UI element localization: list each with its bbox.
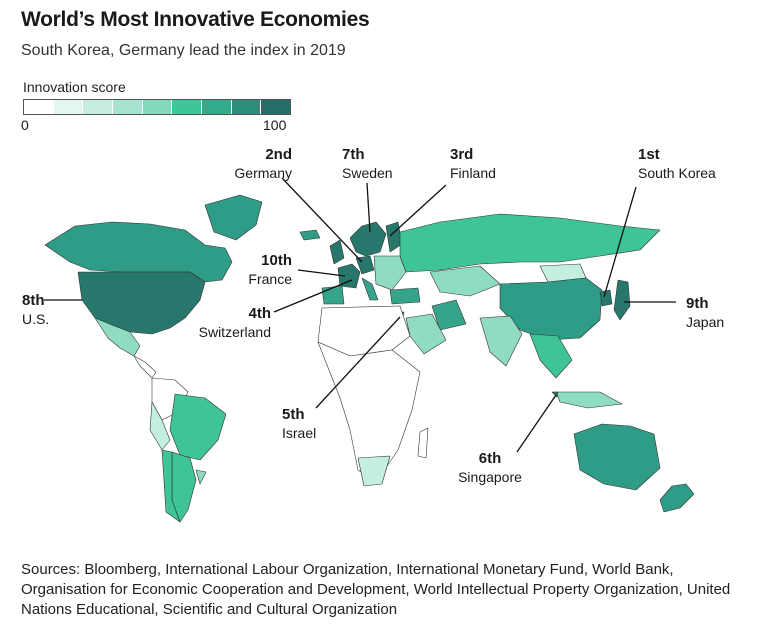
region-iceland xyxy=(299,229,321,241)
legend-swatch xyxy=(231,100,262,114)
region-russia xyxy=(399,213,661,273)
legend-title: Innovation score xyxy=(23,79,126,95)
region-japan xyxy=(613,279,631,321)
region-singapore xyxy=(551,391,559,398)
label-us: 8th U.S. xyxy=(22,292,49,328)
leader-germany xyxy=(281,177,363,263)
rank: 4th xyxy=(248,305,272,322)
legend-max-label: 100 xyxy=(263,117,287,133)
leader-singapore xyxy=(516,394,557,453)
rank: 1st xyxy=(638,146,660,163)
rank: 2nd xyxy=(265,146,292,163)
label-finland: 3rd Finland xyxy=(450,146,496,182)
region-southeast-asia xyxy=(529,333,573,379)
world-map xyxy=(44,177,695,523)
rank: 3rd xyxy=(450,146,474,163)
region-us xyxy=(77,271,206,335)
region-iran xyxy=(431,299,467,331)
region-saudi xyxy=(405,313,447,355)
legend-swatch xyxy=(53,100,84,114)
legend-swatch xyxy=(24,100,54,114)
legend-swatch xyxy=(202,100,232,114)
country: Switzerland xyxy=(198,324,271,340)
rank: 9th xyxy=(686,295,709,312)
label-israel: 5th Israel xyxy=(282,406,316,442)
legend-swatch xyxy=(113,100,143,114)
label-france: 10th France xyxy=(248,252,292,288)
leader-lines xyxy=(44,177,676,453)
region-iberia xyxy=(321,285,345,305)
leader-switzerland xyxy=(273,279,353,313)
rank: 7th xyxy=(342,146,365,163)
label-switzerland: 4th Switzerland xyxy=(199,305,271,341)
region-scandinavia xyxy=(349,221,387,257)
label-south-korea: 1st South Korea xyxy=(638,146,716,182)
region-canada xyxy=(44,221,233,283)
region-greenland xyxy=(204,194,263,241)
country: South Korea xyxy=(638,165,716,181)
country: Israel xyxy=(282,425,317,441)
country: Germany xyxy=(234,165,292,181)
region-india xyxy=(479,315,523,367)
label-japan: 9th Japan xyxy=(686,295,724,331)
region-france xyxy=(337,263,361,289)
region-central-america xyxy=(133,355,157,379)
chart-subtitle: South Korea, Germany lead the index in 2… xyxy=(21,42,346,59)
rank: 10th xyxy=(261,252,292,269)
legend-color-scale xyxy=(23,99,291,115)
label-singapore: 6th Singapore xyxy=(452,450,528,486)
legend-swatch xyxy=(172,100,203,114)
country: France xyxy=(248,271,292,287)
region-indonesia xyxy=(555,391,623,409)
region-east-europe xyxy=(373,255,407,291)
region-uruguay xyxy=(195,469,207,485)
chart-title: World’s Most Innovative Economies xyxy=(21,8,370,31)
region-italy xyxy=(361,277,379,301)
rank: 6th xyxy=(478,450,502,467)
region-south-africa xyxy=(357,455,391,487)
leader-sweden xyxy=(366,182,371,233)
region-south-korea xyxy=(599,289,613,307)
legend-swatch xyxy=(142,100,173,114)
rank: 8th xyxy=(22,292,45,309)
region-australia xyxy=(573,423,661,491)
label-sweden: 7th Sweden xyxy=(342,146,393,182)
sources-note: Sources: Bloomberg, International Labour… xyxy=(21,561,731,618)
label-germany: 2nd Germany xyxy=(234,146,292,182)
legend-min-label: 0 xyxy=(21,117,29,133)
region-brazil xyxy=(169,393,227,461)
country: Sweden xyxy=(342,165,393,181)
country: U.S. xyxy=(22,311,50,327)
region-kazakhstan xyxy=(429,265,501,297)
leader-france xyxy=(297,269,346,277)
country: Singapore xyxy=(458,469,522,485)
legend-swatch xyxy=(83,100,114,114)
region-peru xyxy=(149,401,171,451)
region-madagascar xyxy=(417,427,429,459)
region-new-zealand xyxy=(659,483,695,513)
rank: 5th xyxy=(282,406,305,423)
region-chile xyxy=(161,449,181,523)
region-uk xyxy=(329,239,345,265)
country: Japan xyxy=(686,314,725,330)
leader-israel xyxy=(315,316,401,409)
region-turkey xyxy=(389,287,421,305)
region-africa xyxy=(317,341,421,483)
region-mexico xyxy=(94,317,141,357)
legend-swatch xyxy=(261,100,291,114)
country: Finland xyxy=(450,165,496,181)
leader-south-korea xyxy=(603,186,637,298)
leader-finland xyxy=(389,184,447,237)
